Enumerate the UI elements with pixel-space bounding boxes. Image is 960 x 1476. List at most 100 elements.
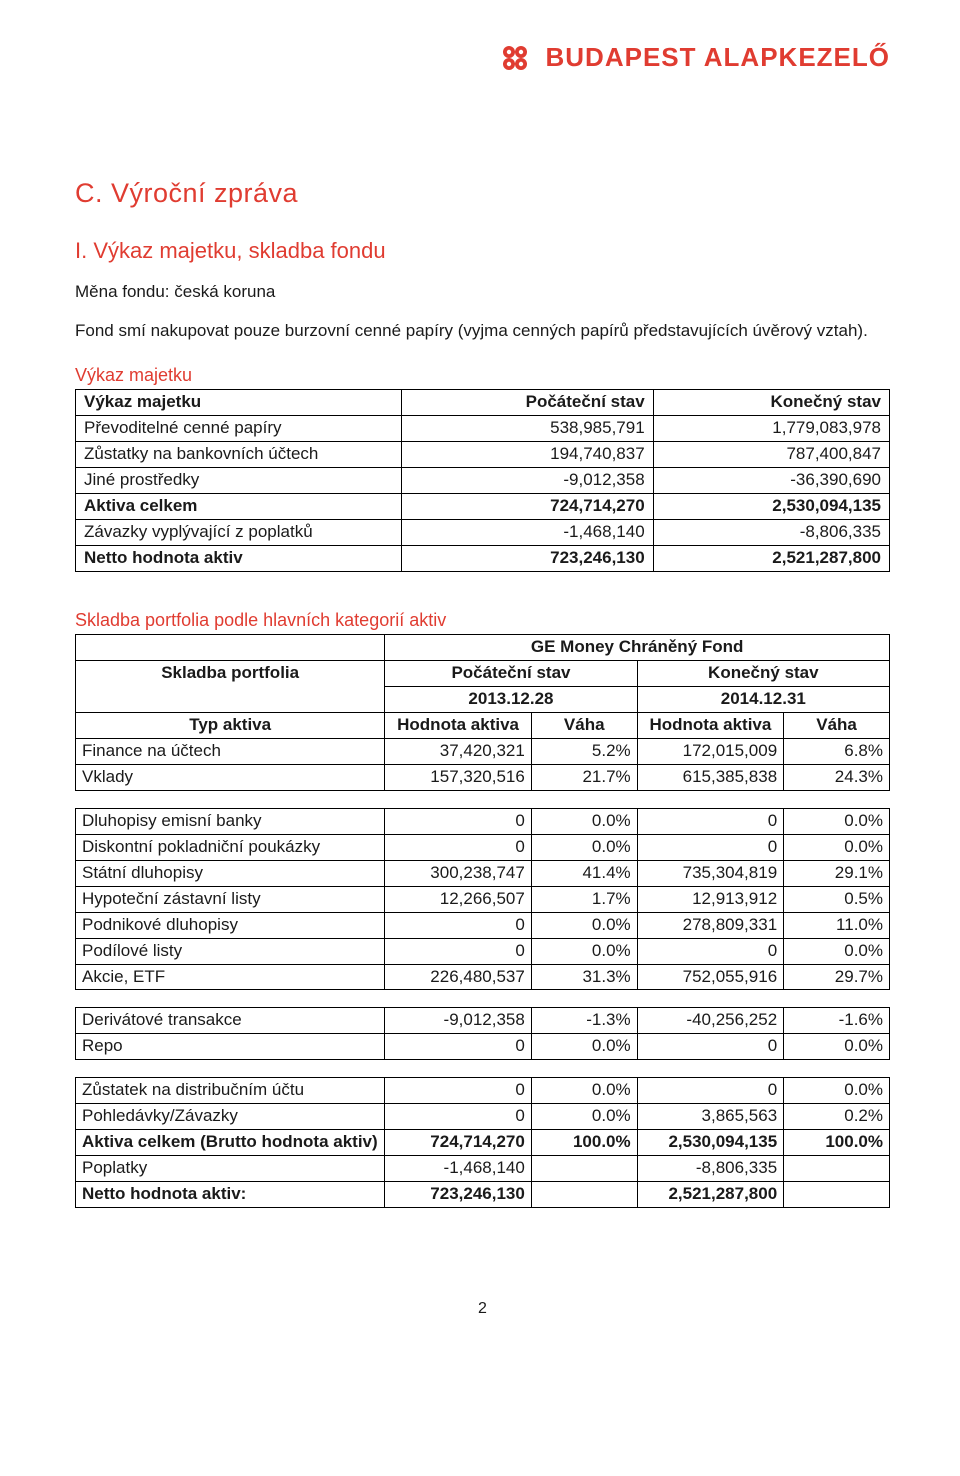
t2-cell-w2: 0.5% bbox=[784, 886, 890, 912]
table1-caption: Výkaz majetku bbox=[75, 363, 890, 387]
table-row: Státní dluhopisy300,238,74741.4%735,304,… bbox=[76, 860, 890, 886]
asset-statement-table: Výkaz majetku Počáteční stav Konečný sta… bbox=[75, 389, 890, 572]
t2-cell-w1: 0.0% bbox=[531, 938, 637, 964]
t2-cell-w1: 0.0% bbox=[531, 834, 637, 860]
t2-cell-label: Netto hodnota aktiv: bbox=[76, 1182, 385, 1208]
table-row: Netto hodnota aktiv:723,246,130 2,521,287… bbox=[76, 1182, 890, 1208]
table-row: Diskontní pokladniční poukázky00.0%00.0% bbox=[76, 834, 890, 860]
table-row: Finance na účtech37,420,3215.2%172,015,0… bbox=[76, 739, 890, 765]
table-gap-row bbox=[76, 990, 890, 1008]
table-row: Pohledávky/Závazky00.0%3,865,5630.2% bbox=[76, 1104, 890, 1130]
t2-cell-w2: 0.0% bbox=[784, 808, 890, 834]
table-row: Podílové listy00.0%00.0% bbox=[76, 938, 890, 964]
t1-cell-end: -36,390,690 bbox=[653, 468, 889, 494]
t2-hdr-end: Konečný stav bbox=[637, 661, 889, 687]
t2-cell-v2: 172,015,009 bbox=[637, 739, 784, 765]
t2-cell-v1: 157,320,516 bbox=[385, 764, 532, 790]
t2-cell-w2: 0.0% bbox=[784, 1078, 890, 1104]
t2-cell-w2: 24.3% bbox=[784, 764, 890, 790]
t2-cell-label: Zůstatek na distribučním účtu bbox=[76, 1078, 385, 1104]
t2-cell-w1: 0.0% bbox=[531, 1078, 637, 1104]
t2-cell-label: Derivátové transakce bbox=[76, 1008, 385, 1034]
currency-note: Měna fondu: česká koruna bbox=[75, 281, 890, 304]
t1-cell-label: Jiné prostředky bbox=[76, 468, 402, 494]
table-row: Akcie, ETF226,480,53731.3%752,055,91629.… bbox=[76, 964, 890, 990]
t1-cell-end: -8,806,335 bbox=[653, 520, 889, 546]
t2-cell-w2 bbox=[784, 1156, 890, 1182]
t2-cell-w1: 0.0% bbox=[531, 1104, 637, 1130]
t2-cell-w2 bbox=[784, 1182, 890, 1208]
t2-hdr-start: Počáteční stav bbox=[385, 661, 637, 687]
section-title: C. Výroční zpráva bbox=[75, 175, 890, 211]
t1-cell-start: -1,468,140 bbox=[401, 520, 653, 546]
t2-cell-w1: 0.0% bbox=[531, 912, 637, 938]
t2-fund-name: GE Money Chráněný Fond bbox=[385, 635, 890, 661]
table-row: Převoditelné cenné papíry538,985,7911,77… bbox=[76, 416, 890, 442]
t2-cell-w2: 29.1% bbox=[784, 860, 890, 886]
t2-hdr-w1: Váha bbox=[531, 713, 637, 739]
t2-cell-v1: 0 bbox=[385, 1034, 532, 1060]
t2-hdr-portfolio: Skladba portfolia bbox=[82, 662, 378, 685]
t2-cell-v2: 2,530,094,135 bbox=[637, 1130, 784, 1156]
t1-cell-label: Závazky vyplývající z poplatků bbox=[76, 520, 402, 546]
t2-cell-v2: 3,865,563 bbox=[637, 1104, 784, 1130]
t2-cell-v2: 0 bbox=[637, 1034, 784, 1060]
t2-cell-v1: 723,246,130 bbox=[385, 1182, 532, 1208]
t2-cell-label: Finance na účtech bbox=[76, 739, 385, 765]
t2-cell-w1: 1.7% bbox=[531, 886, 637, 912]
t1-cell-label: Netto hodnota aktiv bbox=[76, 546, 402, 572]
t2-cell-w1 bbox=[531, 1156, 637, 1182]
t2-cell-w2: 0.0% bbox=[784, 938, 890, 964]
t2-hdr-end-date: 2014.12.31 bbox=[637, 687, 889, 713]
table-row: Hypoteční zástavní listy12,266,5071.7%12… bbox=[76, 886, 890, 912]
t2-cell-v2: 0 bbox=[637, 1078, 784, 1104]
t2-hdr-asset-type: Typ aktiva bbox=[76, 713, 385, 739]
t1-cell-start: 194,740,837 bbox=[401, 442, 653, 468]
t2-cell-v1: 0 bbox=[385, 1078, 532, 1104]
table2-title: Skladba portfolia podle hlavních kategor… bbox=[75, 608, 890, 632]
t2-hdr-val2: Hodnota aktiva bbox=[637, 713, 784, 739]
t2-cell-label: Poplatky bbox=[76, 1156, 385, 1182]
t2-cell-label: Pohledávky/Závazky bbox=[76, 1104, 385, 1130]
fund-note: Fond smí nakupovat pouze burzovní cenné … bbox=[75, 320, 890, 343]
t2-cell-v1: 226,480,537 bbox=[385, 964, 532, 990]
t2-cell-w1: 100.0% bbox=[531, 1130, 637, 1156]
t2-cell-label: Podílové listy bbox=[76, 938, 385, 964]
t1-cell-start: 724,714,270 bbox=[401, 494, 653, 520]
t2-cell-v2: 752,055,916 bbox=[637, 964, 784, 990]
t1-cell-end: 2,521,287,800 bbox=[653, 546, 889, 572]
t1-cell-label: Aktiva celkem bbox=[76, 494, 402, 520]
t2-cell-v1: 12,266,507 bbox=[385, 886, 532, 912]
table-row: Repo00.0%00.0% bbox=[76, 1034, 890, 1060]
table-row: Aktiva celkem724,714,2702,530,094,135 bbox=[76, 494, 890, 520]
t2-cell-label: Akcie, ETF bbox=[76, 964, 385, 990]
table-row: Zůstatek na distribučním účtu00.0%00.0% bbox=[76, 1078, 890, 1104]
t2-cell-w1: 21.7% bbox=[531, 764, 637, 790]
t2-cell-v1: 0 bbox=[385, 808, 532, 834]
brand-logo-text: BUDAPEST ALAPKEZELŐ bbox=[546, 40, 891, 75]
t2-cell-v1: 0 bbox=[385, 912, 532, 938]
table-gap-row bbox=[76, 1060, 890, 1078]
table-row: Poplatky-1,468,140-8,806,335 bbox=[76, 1156, 890, 1182]
t2-cell-v1: -9,012,358 bbox=[385, 1008, 532, 1034]
table-row: Podnikové dluhopisy00.0%278,809,33111.0% bbox=[76, 912, 890, 938]
t2-cell-v2: 2,521,287,800 bbox=[637, 1182, 784, 1208]
t2-hdr-w2: Váha bbox=[784, 713, 890, 739]
t2-cell-v1: 300,238,747 bbox=[385, 860, 532, 886]
t2-cell-w1: -1.3% bbox=[531, 1008, 637, 1034]
t2-cell-v2: -40,256,252 bbox=[637, 1008, 784, 1034]
t2-cell-v2: -8,806,335 bbox=[637, 1156, 784, 1182]
table-row: Aktiva celkem (Brutto hodnota aktiv)724,… bbox=[76, 1130, 890, 1156]
t1-col-1: Počáteční stav bbox=[401, 390, 653, 416]
t1-cell-start: 538,985,791 bbox=[401, 416, 653, 442]
t2-cell-w2: 6.8% bbox=[784, 739, 890, 765]
t1-cell-label: Zůstatky na bankovních účtech bbox=[76, 442, 402, 468]
t2-cell-label: Hypoteční zástavní listy bbox=[76, 886, 385, 912]
t2-cell-w2: 0.0% bbox=[784, 834, 890, 860]
table-row: Netto hodnota aktiv723,246,1302,521,287,… bbox=[76, 546, 890, 572]
t2-cell-v2: 735,304,819 bbox=[637, 860, 784, 886]
t2-cell-w1: 0.0% bbox=[531, 808, 637, 834]
t2-cell-v1: 0 bbox=[385, 938, 532, 964]
portfolio-composition-table: GE Money Chráněný Fond Skladba portfolia… bbox=[75, 634, 890, 1208]
t2-cell-label: Repo bbox=[76, 1034, 385, 1060]
